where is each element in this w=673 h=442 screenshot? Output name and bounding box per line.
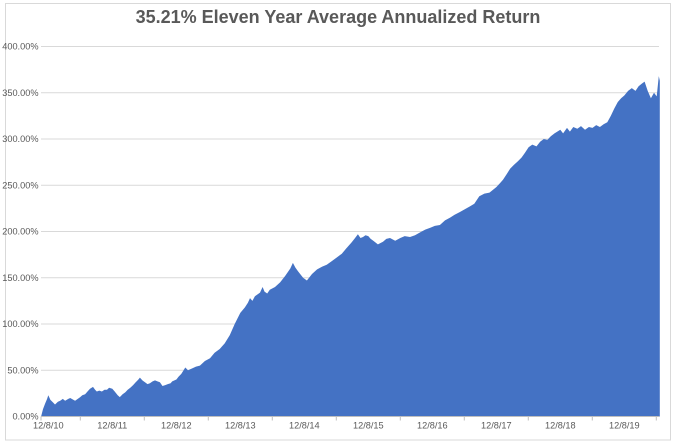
x-axis-label: 12/8/11 — [97, 421, 127, 431]
x-axis-label: 12/8/17 — [481, 421, 512, 431]
chart-title: 35.21% Eleven Year Average Annualized Re… — [135, 7, 541, 27]
y-axis-label: 350.00% — [2, 88, 38, 98]
y-axis-label: 0.00% — [12, 412, 38, 422]
chart-border — [5, 3, 671, 441]
x-axis-label: 12/8/18 — [545, 421, 576, 431]
x-axis-label: 12/8/15 — [353, 421, 384, 431]
x-axis-label: 12/8/14 — [289, 421, 320, 431]
x-axis-label: 12/8/19 — [609, 421, 640, 431]
area-series — [41, 76, 660, 417]
y-axis-label: 100.00% — [2, 319, 38, 329]
y-axis-label: 50.00% — [7, 365, 38, 375]
x-axis-label: 12/8/16 — [417, 421, 448, 431]
x-axis-label: 12/8/13 — [225, 421, 256, 431]
x-axis-label: 12/8/12 — [161, 421, 192, 431]
y-axis-label: 200.00% — [2, 227, 38, 237]
y-axis-label: 400.00% — [2, 42, 38, 52]
y-axis-label: 150.00% — [2, 273, 38, 283]
y-axis-label: 300.00% — [2, 134, 38, 144]
x-axis-label: 12/8/10 — [33, 421, 64, 431]
y-axis-label: 250.00% — [2, 180, 38, 190]
